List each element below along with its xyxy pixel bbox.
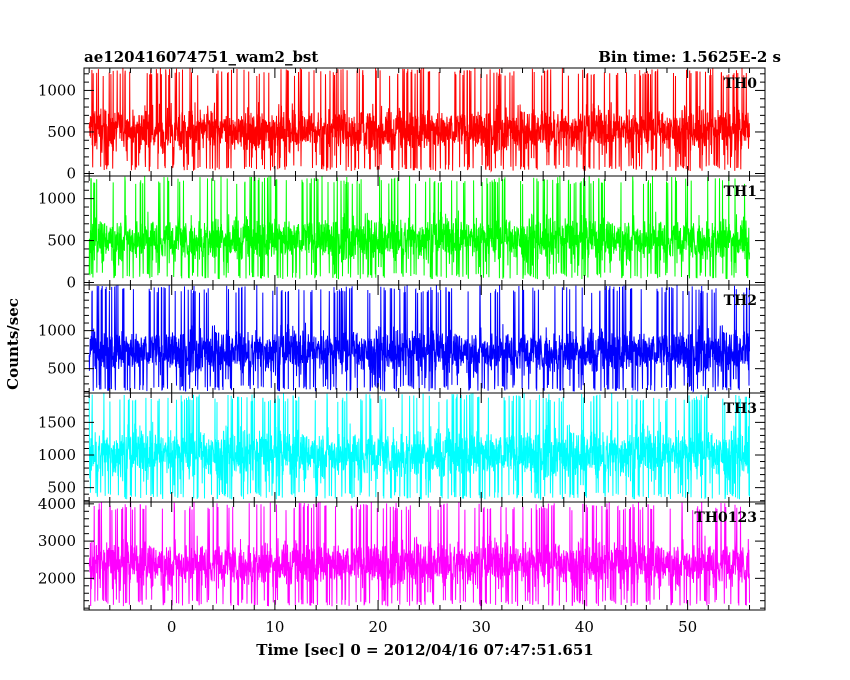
chart-title: ae120416074751_wam2_bst <box>84 48 318 66</box>
y-tick-label: 500 <box>47 360 76 378</box>
y-tick-label: 3000 <box>38 532 76 550</box>
y-tick-label: 4000 <box>38 495 76 513</box>
panel-label-th1: TH1 <box>724 184 757 200</box>
panel-label-th0123: TH0123 <box>694 510 757 526</box>
series-trace-th0123 <box>88 502 750 607</box>
panel-label-th0: TH0 <box>724 76 758 92</box>
x-tick-label: 30 <box>472 618 491 636</box>
x-tick-label: 50 <box>678 618 697 636</box>
x-tick-label: 20 <box>369 618 388 636</box>
series-trace-th3 <box>88 393 750 501</box>
panel-label-th3: TH3 <box>724 401 757 417</box>
x-axis-label: Time [sec] 0 = 2012/04/16 07:47:51.651 <box>256 641 593 659</box>
y-tick-label: 500 <box>47 123 76 141</box>
y-tick-label: 1000 <box>38 190 76 208</box>
bin-time-label: Bin time: 1.5625E-2 s <box>598 48 781 66</box>
series-trace-th0 <box>88 67 750 173</box>
y-tick-label: 1000 <box>38 81 76 99</box>
y-tick-label: 0 <box>66 273 76 291</box>
series-trace-th2 <box>88 285 750 393</box>
y-tick-label: 500 <box>47 479 76 497</box>
y-axis-label: Counts/sec <box>4 298 22 390</box>
y-tick-label: 2000 <box>38 569 76 587</box>
x-tick-label: 10 <box>265 618 284 636</box>
x-tick-label: 0 <box>167 618 177 636</box>
series-trace-th1 <box>88 176 750 280</box>
y-tick-label: 0 <box>66 165 76 183</box>
panel-label-th2: TH2 <box>724 293 757 309</box>
y-tick-label: 500 <box>47 232 76 250</box>
x-tick-label: 40 <box>575 618 594 636</box>
y-tick-label: 1500 <box>38 413 76 431</box>
y-tick-label: 1000 <box>38 446 76 464</box>
y-tick-label: 1000 <box>38 322 76 340</box>
